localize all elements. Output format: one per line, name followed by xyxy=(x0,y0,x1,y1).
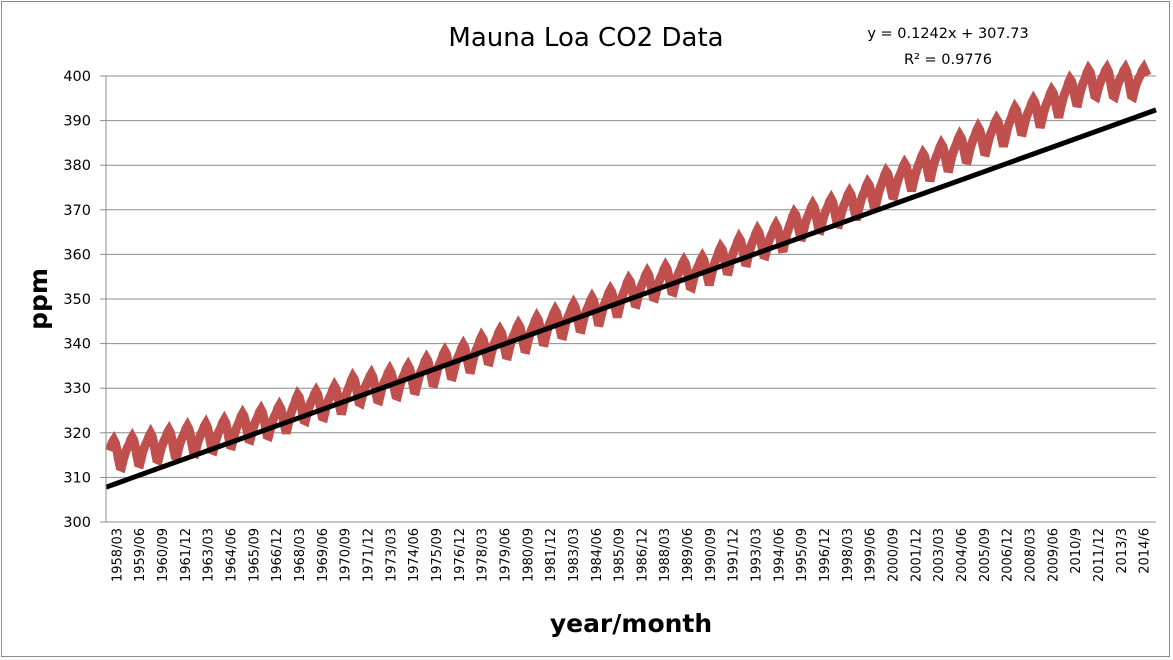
x-tick-label: 1986/12 xyxy=(635,528,650,582)
y-tick-label: 370 xyxy=(63,203,91,219)
x-tick-label: 1964/06 xyxy=(225,528,240,582)
x-tick-label: 1990/09 xyxy=(704,528,719,582)
x-tick-label: 1994/06 xyxy=(772,528,787,582)
x-tick-label: 2005/09 xyxy=(978,528,993,582)
x-tick-label: 1958/03 xyxy=(110,528,125,582)
x-tick-label: 1989/06 xyxy=(681,528,696,582)
y-tick-label: 390 xyxy=(63,114,91,130)
y-tick-labels: 300 310 320 330 340 350 360 370 380 390 400 xyxy=(63,69,91,531)
trendline xyxy=(105,107,1157,490)
x-tick-label: 1968/03 xyxy=(293,528,308,582)
x-tick-label: 1969/06 xyxy=(316,528,331,582)
r-squared-label: R² = 0.9776 xyxy=(904,52,992,68)
x-tick-label: 2006/12 xyxy=(1001,528,1016,582)
y-tick-label: 350 xyxy=(63,292,91,308)
x-tick-label: 2001/12 xyxy=(909,528,924,582)
x-tick-label: 2011/12 xyxy=(1092,528,1107,582)
trendline-group xyxy=(105,107,1157,490)
x-tick-label: 1965/09 xyxy=(247,528,262,582)
x-tick-label: 1976/12 xyxy=(453,528,468,582)
x-tick-label: 1966/12 xyxy=(270,528,285,582)
x-tick-label: 1988/03 xyxy=(658,528,673,582)
x-tick-label: 1981/12 xyxy=(544,528,559,582)
y-axis-title: ppm xyxy=(24,268,53,330)
x-tick-label: 2009/06 xyxy=(1046,528,1061,582)
x-tick-label: 1980/09 xyxy=(521,528,536,582)
chart-title: Mauna Loa CO2 Data xyxy=(448,23,723,53)
x-tick-label: 1979/06 xyxy=(499,528,514,582)
x-tick-label: 2014/6 xyxy=(1138,528,1153,574)
x-tick-label: 2004/06 xyxy=(955,528,970,582)
axes xyxy=(105,76,1156,523)
y-tick-label: 300 xyxy=(63,515,91,531)
y-tick-label: 400 xyxy=(63,69,91,85)
x-tick-label: 1978/03 xyxy=(476,528,491,582)
x-tick-label: 1985/09 xyxy=(613,528,628,582)
data-series xyxy=(105,59,1152,474)
x-tick-label: 1995/09 xyxy=(795,528,810,582)
y-tick-label: 360 xyxy=(63,247,91,263)
x-tick-label: 1973/03 xyxy=(384,528,399,582)
trendline-equation: y = 0.1242x + 307.73 xyxy=(867,26,1028,42)
x-tick-label: 1961/12 xyxy=(179,528,194,582)
y-tick-label: 320 xyxy=(63,426,91,442)
x-axis-title: year/month xyxy=(550,609,712,638)
x-tick-label: 2013/3 xyxy=(1115,528,1130,574)
x-tick-label: 1991/12 xyxy=(727,528,742,582)
x-tick-label: 2010/9 xyxy=(1069,528,1084,574)
x-tick-label: 1984/06 xyxy=(590,528,605,582)
x-tick-labels: 1958/03 1959/06 1960/09 1961/12 1963/03 1964/… xyxy=(110,528,1152,582)
co2-series-line xyxy=(105,59,1152,474)
x-tick-label: 1998/03 xyxy=(841,528,856,582)
x-tick-label: 1993/03 xyxy=(750,528,765,582)
y-tick-label: 310 xyxy=(63,470,91,486)
x-tick-label: 2008/03 xyxy=(1024,528,1039,582)
y-tick-label: 340 xyxy=(63,337,91,353)
x-tick-label: 1975/09 xyxy=(430,528,445,582)
gridlines xyxy=(100,75,1156,523)
x-tick-label: 2003/03 xyxy=(932,528,947,582)
x-tick-label: 1974/06 xyxy=(407,528,422,582)
x-tick-label: 2000/09 xyxy=(887,528,902,582)
x-tick-label: 1999/06 xyxy=(864,528,879,582)
x-tick-label: 1970/09 xyxy=(339,528,354,582)
x-tick-label: 1971/12 xyxy=(362,528,377,582)
y-tick-label: 330 xyxy=(63,381,91,397)
y-tick-label: 380 xyxy=(63,158,91,174)
x-tick-label: 1996/12 xyxy=(818,528,833,582)
x-tick-label: 1960/09 xyxy=(156,528,171,582)
x-tick-label: 1983/03 xyxy=(567,528,582,582)
x-tick-label: 1963/03 xyxy=(202,528,217,582)
x-tick-label: 1959/06 xyxy=(133,528,148,582)
